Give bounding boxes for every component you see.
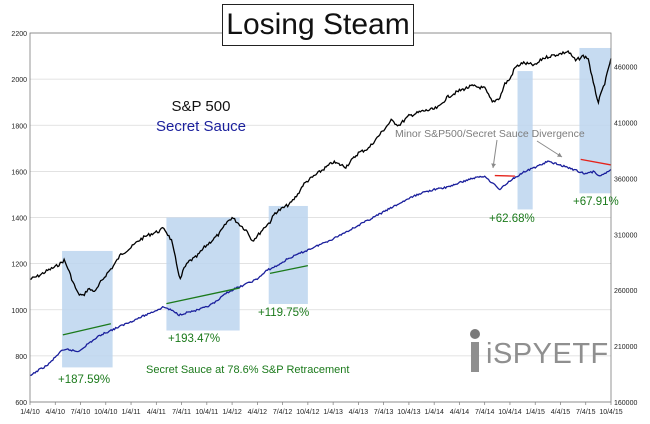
secret-sauce-line [29,160,612,377]
x-tick-label: 1/4/10 [20,409,40,416]
divergence-arrow [536,140,563,158]
logo-text: iSPYETF [486,338,609,371]
x-tick-label: 10/4/13 [397,409,420,416]
divergence-arrowhead [491,163,496,168]
x-tick-label: 4/4/14 [450,409,470,416]
y-left-tick-label: 2000 [11,77,27,84]
red-trendline [494,174,516,177]
x-tick-label: 7/4/14 [475,409,495,416]
green-trendline [269,264,309,275]
x-tick-label: 1/4/15 [525,409,545,416]
logo-prefix: i [486,338,493,370]
x-tick-label: 1/4/13 [323,409,343,416]
x-tick-label: 7/4/10 [71,409,91,416]
x-tick-label: 10/4/11 [195,409,218,416]
x-tick-label: 10/4/14 [498,409,521,416]
legend-secret-sauce: Secret Sauce [155,118,247,135]
ispyetf-logo-icon [470,329,480,372]
x-tick-label: 10/4/12 [296,409,319,416]
series-lines [29,49,612,377]
sp500-line [29,49,612,297]
x-tick-label: 1/4/11 [122,409,141,416]
y-right-tick-label: 210000 [614,344,637,351]
green-trendline [166,287,240,305]
y-right-tick-label: 410000 [614,120,637,127]
y-left-tick-label: 600 [15,400,27,407]
x-tick-label: 4/4/15 [551,409,571,416]
y-left-tick-label: 2200 [11,31,27,38]
x-tick-label: 4/4/11 [147,409,166,416]
y-left-tick-label: 800 [15,354,27,361]
gain-label: +62.68% [489,213,535,225]
shaded-region [517,71,533,210]
divergence-arrow [492,139,498,169]
tick-labels: 600 800 1000 1200 1400 1600 1800 2000 2200 160000… [11,31,637,416]
y-right-tick-label: 160000 [614,400,637,407]
divergence-note: Minor S&P500/Secret Sauce Divergence [395,128,585,140]
x-tick-label: 1/4/14 [424,409,444,416]
chart-title: Losing Steam [222,4,414,46]
gain-label: +67.91% [573,196,619,208]
y-left-tick-label: 1200 [11,262,27,269]
green-trendline [62,323,111,336]
x-tick-label: 7/4/13 [374,409,394,416]
retracement-note: Secret Sauce at 78.6% S&P Retracement [146,364,350,376]
y-left-tick-label: 1800 [11,123,27,130]
legend-sp500: S&P 500 [171,98,231,115]
shaded-region [268,205,308,304]
x-tick-label: 7/4/12 [273,409,293,416]
shaded-regions [62,47,611,368]
y-right-tick-label: 310000 [614,232,637,239]
x-tick-label: 7/4/15 [576,409,596,416]
shaded-region [579,47,611,194]
y-right-tick-label: 460000 [614,65,637,72]
x-tick-label: 4/4/13 [349,409,369,416]
gain-label: +193.47% [168,333,221,345]
x-tick-label: 10/4/10 [94,409,117,416]
red-trendline [580,158,612,166]
x-tick-label: 4/4/12 [248,409,268,416]
x-tick-label: 1/4/12 [222,409,242,416]
logo-brand: SPYETF [492,338,609,370]
trend-lines [62,139,612,336]
y-left-tick-label: 1000 [11,308,27,315]
y-right-tick-label: 260000 [614,288,637,295]
y-right-tick-label: 360000 [614,176,637,183]
y-left-tick-label: 1600 [11,169,27,176]
x-tick-label: 10/4/15 [599,409,622,416]
x-tick-label: 7/4/11 [172,409,191,416]
shaded-region [62,250,113,368]
x-tick-label: 4/4/10 [46,409,66,416]
y-left-tick-label: 1400 [11,216,27,223]
gain-label: +187.59% [58,374,111,386]
divergence-arrowhead [557,152,562,157]
gain-label: +119.75% [258,307,310,319]
